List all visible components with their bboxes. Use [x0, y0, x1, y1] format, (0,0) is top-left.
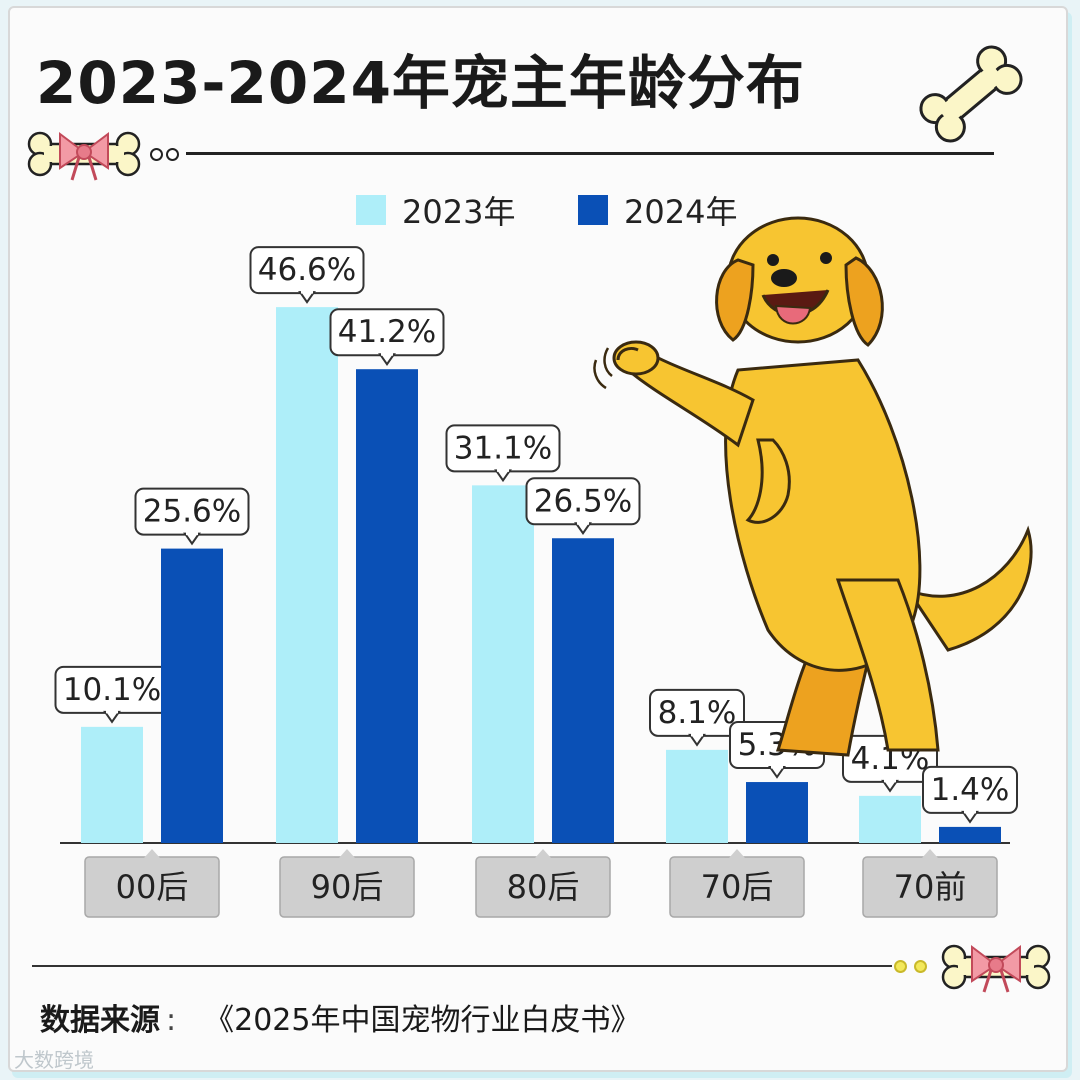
category-label: 70后	[701, 868, 774, 906]
decor-dot	[150, 148, 163, 161]
category-label-pointer	[144, 849, 160, 858]
category-label-pointer	[339, 849, 355, 858]
bar-2023-0	[81, 726, 143, 843]
bar-2024-3	[746, 782, 808, 843]
data-label: 41.2%	[338, 314, 436, 350]
legend-2024: 2024年	[578, 190, 738, 231]
bow-bone-icon	[941, 944, 1051, 993]
watermark: 大数跨境	[14, 1048, 94, 1072]
category-label-pointer	[922, 849, 938, 858]
bar-2024-0	[161, 548, 223, 843]
bar-2023-1	[276, 307, 338, 844]
data-label: 31.1%	[454, 430, 552, 466]
category-label: 70前	[894, 868, 967, 906]
data-label: 10.1%	[63, 672, 161, 708]
category-label-pointer	[535, 849, 551, 858]
bar-2023-3	[666, 749, 728, 843]
data-label: 25.6%	[143, 494, 241, 530]
bar-2023-2	[472, 485, 534, 843]
source-line: 数据来源: 《2025年中国宠物行业白皮书》	[40, 995, 640, 1039]
bar-2024-1	[356, 369, 418, 843]
legend-swatch-2023	[356, 195, 386, 225]
data-label: 26.5%	[534, 483, 632, 519]
dog-illustration	[593, 216, 1033, 757]
category-label: 80后	[507, 868, 580, 906]
data-label: 1.4%	[931, 772, 1010, 808]
category-label: 00后	[116, 868, 189, 906]
bone-icon	[919, 45, 1023, 143]
category-label: 90后	[311, 868, 384, 906]
decor-dot	[914, 960, 927, 973]
data-label: 8.1%	[658, 695, 737, 731]
legend-swatch-2024	[578, 195, 608, 225]
source-colon: :	[166, 1003, 177, 1038]
bow-bone-icon	[27, 131, 141, 181]
data-label: 46.6%	[258, 252, 356, 288]
bar-2024-4	[939, 826, 1001, 843]
decor-dot	[894, 960, 907, 973]
chart-title: 2023-2024年宠主年龄分布	[36, 49, 805, 117]
divider-top	[186, 152, 994, 155]
bar-2024-2	[552, 538, 614, 843]
source-value: 《2025年中国宠物行业白皮书》	[204, 1003, 641, 1038]
decor-dot	[166, 148, 179, 161]
bar-2023-4	[859, 795, 921, 843]
divider-bottom	[32, 965, 892, 967]
legend-2023: 2023年	[356, 190, 516, 231]
source-label: 数据来源	[40, 1003, 160, 1038]
category-label-pointer	[729, 849, 745, 858]
legend-label-2024: 2024年	[624, 193, 738, 231]
legend-label-2023: 2023年	[402, 193, 516, 231]
